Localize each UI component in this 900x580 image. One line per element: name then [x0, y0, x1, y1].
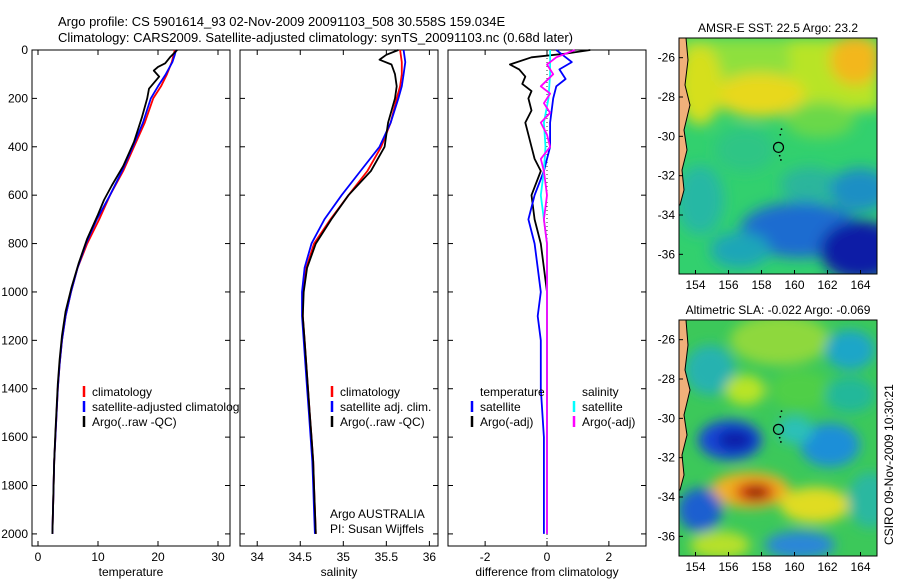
legend-label: temperature	[480, 385, 545, 399]
track-point	[779, 415, 782, 418]
series-line	[527, 49, 573, 534]
y-tick-label: 1200	[1, 333, 28, 347]
legend-label: climatology	[92, 385, 152, 399]
legend-label: Argo(..raw -QC)	[340, 415, 425, 429]
x-tick-label: 36	[423, 550, 437, 564]
map-y-tick-label: -30	[658, 411, 676, 425]
map-x-tick-label: 160	[784, 278, 804, 292]
generation-stamp: CSIRO 09-Nov-2009 10:30:21	[882, 384, 896, 545]
x-tick-label: 0	[35, 550, 42, 564]
map-x-tick-label: 156	[718, 560, 738, 574]
map-y-tick-label: -28	[658, 90, 676, 104]
map-y-tick-label: -30	[658, 129, 676, 143]
legend-label: satellite adj. clim.	[340, 400, 431, 414]
sst-map: AMSR-E SST: 22.5 Argo: 23.2 154 156 15	[658, 21, 878, 292]
map-y-tick-label: -32	[658, 451, 676, 465]
plot-frame	[239, 49, 439, 547]
track-point	[780, 128, 783, 131]
map-y-tick-label: -34	[658, 208, 676, 222]
sla-map-frame	[678, 319, 878, 557]
track-point	[779, 159, 782, 161]
y-tick-label: 1000	[1, 285, 28, 299]
legend-label: Argo(..raw -QC)	[92, 415, 177, 429]
sla-map: Altimetric SLA: -0.022 Argo: -0.069	[658, 303, 878, 574]
y-tick-label: 1600	[1, 430, 28, 444]
legend-label: satellite	[582, 400, 623, 414]
sla-field	[679, 320, 877, 556]
y-tick-label: 2000	[1, 527, 28, 541]
track-point	[779, 133, 782, 136]
map-x-tick-label: 158	[751, 560, 771, 574]
figure-title-line2: Climatology: CARS2009. Satellite-adjuste…	[58, 30, 573, 45]
x-tick-label: 20	[151, 550, 165, 564]
sla-map-axes: 154 156 158 160 162 164 -26 -28 -30 -32 -34 -36	[658, 333, 871, 574]
map-x-tick-label: 158	[751, 278, 771, 292]
map-x-tick-label: 162	[817, 560, 837, 574]
legend-label: satellite-adjusted climatology	[92, 400, 245, 414]
y-tick-label: 600	[8, 188, 28, 202]
series-line	[539, 49, 576, 534]
sst-map-axes: 154 156 158 160 162 164 -26 -28 -30 -32 -34 -36	[658, 51, 871, 292]
map-x-tick-label: 156	[718, 278, 738, 292]
x-tick-label: 35	[337, 550, 351, 564]
sst-field	[679, 38, 877, 274]
sst-map-title: AMSR-E SST: 22.5 Argo: 23.2	[698, 21, 858, 35]
map-y-tick-label: -26	[658, 51, 676, 65]
legend-label: satellite	[480, 400, 521, 414]
sst-map-frame	[678, 37, 878, 275]
map-x-tick-label: 160	[784, 560, 804, 574]
series-line	[301, 49, 399, 534]
legend-label: climatology	[340, 385, 400, 399]
map-x-tick-label: 164	[850, 278, 870, 292]
map-y-tick-label: -34	[658, 490, 676, 504]
legend-label: Argo(-adj)	[480, 415, 533, 429]
series-line	[51, 49, 178, 534]
float-position-marker	[772, 141, 785, 153]
map-y-tick-label: -36	[658, 529, 676, 543]
x-axis-label: difference from climatology	[475, 565, 618, 579]
x-axis-label: salinity	[321, 565, 358, 579]
legend-label: Argo(-adj)	[582, 415, 635, 429]
track-point	[779, 441, 782, 443]
annotation-text: Argo AUSTRALIA	[330, 507, 425, 521]
x-tick-label: 30	[211, 550, 225, 564]
y-tick-label: 200	[8, 91, 28, 105]
x-tick-label: 2	[606, 550, 613, 564]
map-y-tick-label: -36	[658, 247, 676, 261]
map-x-tick-label: 162	[817, 278, 837, 292]
map-y-tick-label: -26	[658, 333, 676, 347]
y-tick-label: 800	[8, 237, 28, 251]
x-tick-label: 10	[91, 550, 105, 564]
y-tick-label: 0	[21, 43, 28, 57]
annotation-text: PI: Susan Wijffels	[330, 522, 424, 536]
temperature-panel: 0 10 20 30 temperature 0 200 400 600 800 1000 1200 1…	[1, 43, 245, 579]
x-tick-label: 34.5	[289, 550, 313, 564]
y-tick-label: 1400	[1, 382, 28, 396]
x-tick-label: 35.5	[375, 550, 399, 564]
x-tick-label: 0	[544, 550, 551, 564]
sla-map-title: Altimetric SLA: -0.022 Argo: -0.069	[686, 303, 871, 317]
map-y-tick-label: -28	[658, 372, 676, 386]
track-point	[780, 410, 783, 413]
x-axis-label: temperature	[99, 565, 164, 579]
x-tick-label: 34	[251, 550, 265, 564]
track-point	[778, 154, 781, 157]
legend-label: salinity	[582, 385, 619, 399]
y-tick-label: 400	[8, 140, 28, 154]
map-x-tick-label: 154	[685, 278, 705, 292]
float-position-marker	[772, 423, 785, 435]
plot-frame	[31, 49, 231, 547]
salinity-panel: 34 34.5 35 35.5 36 salinity climatologysatelli…	[239, 49, 439, 579]
x-tick-label: -2	[480, 550, 491, 564]
map-x-tick-label: 164	[850, 560, 870, 574]
track-point	[778, 436, 781, 439]
map-y-tick-label: -32	[658, 169, 676, 183]
figure-title-line1: Argo profile: CS 5901614_93 02-Nov-2009 …	[58, 14, 505, 29]
y-tick-label: 1800	[1, 479, 28, 493]
map-x-tick-label: 154	[685, 560, 705, 574]
